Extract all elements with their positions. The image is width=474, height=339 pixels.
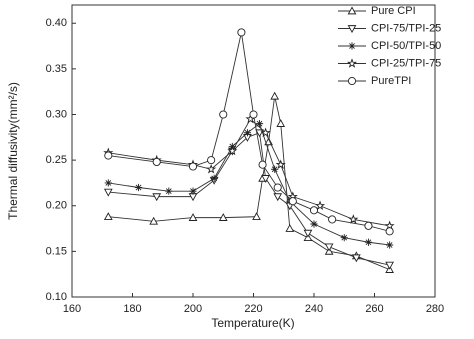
data-point [249, 110, 258, 119]
data-point [104, 179, 112, 187]
data-point [152, 193, 162, 202]
data-point [328, 215, 337, 224]
data-point [385, 261, 394, 270]
y-tick-label: 0.35 [46, 63, 67, 75]
series-line [108, 96, 390, 271]
data-point [255, 120, 264, 128]
x-tick-label: 240 [305, 303, 323, 315]
data-point [275, 159, 286, 169]
data-point [188, 213, 198, 221]
data-point [309, 206, 319, 215]
legend-marker [346, 58, 358, 68]
x-tick-label: 280 [426, 303, 444, 315]
x-tick-label: 160 [63, 303, 81, 315]
legend-label: CPI-50/TPI-50 [371, 40, 441, 52]
legend-marker [347, 76, 357, 86]
data-point [227, 145, 238, 156]
y-tick-label: 0.20 [46, 200, 67, 212]
data-point [273, 183, 282, 192]
y-tick-label: 0.10 [46, 291, 67, 303]
data-point [303, 229, 313, 238]
data-point [243, 129, 252, 137]
data-point [206, 163, 217, 174]
data-point [219, 110, 228, 119]
data-point [261, 175, 270, 183]
x-tick-label: 180 [123, 303, 141, 315]
x-tick-label: 220 [244, 303, 262, 315]
data-point [364, 238, 373, 246]
x-tick-label: 260 [365, 303, 383, 315]
data-point [189, 187, 197, 195]
data-point [103, 188, 113, 197]
y-tick-label: 0.25 [46, 154, 67, 166]
data-point [165, 187, 173, 195]
data-point [340, 234, 348, 242]
data-point [237, 28, 246, 37]
legend-label: PureTPI [371, 75, 411, 87]
data-point [270, 91, 280, 100]
data-point [386, 241, 394, 249]
data-point [288, 197, 297, 206]
data-point [276, 119, 286, 127]
legend-label: CPI-75/TPI-25 [371, 22, 441, 34]
data-point [364, 221, 373, 230]
series-line [108, 132, 390, 266]
data-point [149, 216, 159, 225]
data-point [324, 243, 334, 252]
data-point [252, 212, 261, 221]
data-point [103, 212, 113, 221]
legend-marker [347, 25, 357, 34]
legend-label: CPI-25/TPI-75 [371, 57, 441, 69]
legend-marker [348, 42, 356, 50]
data-point [207, 156, 216, 165]
data-point [152, 157, 161, 166]
x-tick-label: 200 [184, 303, 202, 315]
y-tick-label: 0.30 [46, 108, 67, 120]
series-line [108, 122, 390, 246]
legend-label: Pure CPI [371, 5, 416, 17]
data-point [134, 183, 143, 192]
data-point [273, 193, 283, 202]
data-point [188, 162, 198, 171]
data-point [271, 165, 279, 173]
data-point [210, 174, 218, 182]
legend-marker [347, 6, 357, 15]
data-point [218, 213, 228, 221]
data-point [351, 254, 361, 263]
data-point [260, 127, 271, 138]
series-line [108, 118, 390, 227]
data-point [104, 151, 113, 160]
data-point [285, 224, 295, 232]
data-point [348, 214, 359, 224]
data-point [258, 160, 267, 169]
data-point [315, 200, 326, 211]
x-axis-label: Temperature(K) [211, 316, 294, 330]
data-point [310, 220, 318, 228]
data-point [385, 227, 394, 236]
y-axis-label: Thermal diffusivity(mm²/s) [6, 82, 20, 220]
y-tick-label: 0.15 [46, 245, 67, 257]
y-tick-label: 0.40 [46, 17, 67, 29]
